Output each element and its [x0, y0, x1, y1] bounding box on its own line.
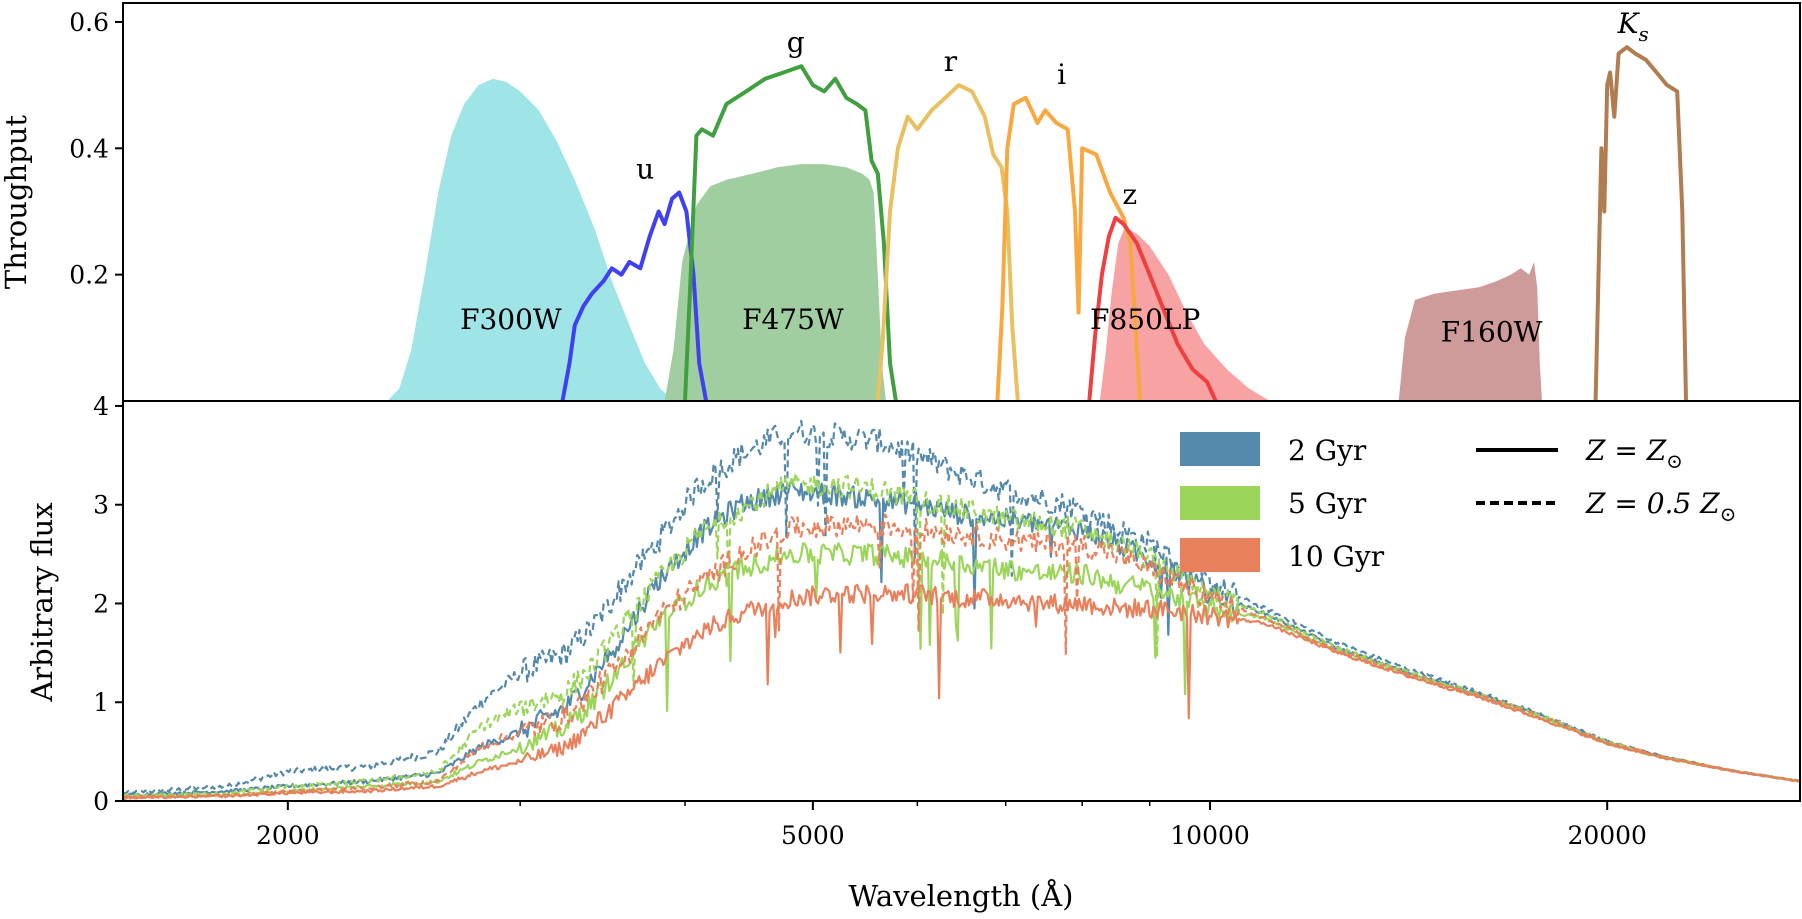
- filter-label-u: u: [636, 153, 654, 186]
- filter-labels: F300W F475W F850LP F160W u g r i z Ks: [460, 7, 1649, 348]
- legend-label-half-solar-main: Z = 0.5 Z: [1585, 487, 1720, 520]
- throughput-y-axis-title: Throughput: [0, 115, 33, 290]
- legend-swatch-5gyr: [1180, 486, 1260, 520]
- filter-label-r: r: [944, 45, 958, 78]
- filter-line-g: [683, 64, 898, 402]
- wavelength-tick-label: 20000: [1567, 821, 1647, 850]
- filter-label-g: g: [787, 26, 805, 59]
- spectrum-10-gyr-zsun: [122, 583, 1801, 800]
- flux-y-axis-title: Arbitrary flux: [25, 502, 59, 702]
- wavelength-tick-label: 2000: [256, 821, 320, 850]
- legend-label-solar: Z = Z⊙: [1585, 434, 1683, 473]
- wavelength-x-axis-title: Wavelength (Å): [849, 878, 1074, 913]
- filter-line-ks: [1593, 45, 1688, 402]
- flux-y-tick-label: 4: [93, 392, 109, 421]
- throughput-panel: F300W F475W F850LP F160W u g r i z Ks 0.2 0.4 0.6 T…: [0, 2, 1801, 402]
- flux-y-tick-label: 2: [93, 589, 109, 618]
- legend-swatch-2gyr: [1180, 432, 1260, 466]
- legend-label-half-solar-sub: ⊙: [1720, 502, 1737, 526]
- throughput-y-ticks: 0.2 0.4 0.6: [69, 8, 123, 290]
- wavelength-x-ticks: 2000 5000 10000 20000: [256, 801, 1647, 850]
- throughput-y-tick-label: 0.6: [69, 8, 109, 37]
- filter-fill-f160w: [1398, 262, 1542, 401]
- legend-swatch-10gyr: [1180, 538, 1260, 572]
- flux-y-tick-label: 3: [93, 491, 109, 520]
- legend-label-solar-main: Z = Z: [1585, 434, 1667, 467]
- filter-label-f300w: F300W: [460, 303, 562, 336]
- wavelength-tick-label: 5000: [781, 821, 845, 850]
- flux-y-ticks: 0 1 2 3 4: [93, 392, 123, 816]
- spectra-series: [122, 419, 1801, 800]
- filter-fill-f300w: [387, 78, 674, 402]
- filter-line-i: [995, 95, 1142, 402]
- spectrum-10-gyr-0-5-zsun: [122, 512, 1801, 800]
- filter-line-z: [1087, 215, 1218, 402]
- legend-label-half-solar: Z = 0.5 Z⊙: [1585, 487, 1736, 526]
- filter-label-f850lp: F850LP: [1090, 303, 1200, 336]
- legend-label-10gyr: 10 Gyr: [1288, 540, 1385, 573]
- filter-fill-f475w: [664, 164, 886, 401]
- filter-label-z: z: [1122, 178, 1137, 211]
- filter-label-f160w: F160W: [1441, 316, 1543, 349]
- filter-label-ks: Ks: [1617, 7, 1649, 46]
- flux-y-tick-label: 0: [93, 787, 109, 816]
- wavelength-tick-label: 10000: [1170, 821, 1250, 850]
- flux-y-tick-label: 1: [93, 688, 109, 717]
- throughput-y-tick-label: 0.4: [69, 134, 109, 163]
- legend-label-5gyr: 5 Gyr: [1288, 487, 1367, 520]
- filter-label-f475w: F475W: [742, 303, 844, 336]
- legend: 2 Gyr 5 Gyr 10 Gyr Z = Z⊙ Z = 0.5 Z⊙: [1180, 432, 1736, 573]
- filter-label-i: i: [1057, 58, 1066, 91]
- throughput-y-tick-label: 0.2: [69, 261, 109, 290]
- line-filter-curves: [560, 45, 1688, 402]
- filled-filter-curves: [387, 78, 1542, 402]
- filter-fill-f850lp: [1099, 227, 1270, 401]
- filter-line-u: [560, 190, 709, 402]
- spectra-axes-frame: [122, 400, 1801, 802]
- legend-label-solar-sub: ⊙: [1666, 449, 1683, 473]
- legend-label-2gyr: 2 Gyr: [1288, 434, 1367, 467]
